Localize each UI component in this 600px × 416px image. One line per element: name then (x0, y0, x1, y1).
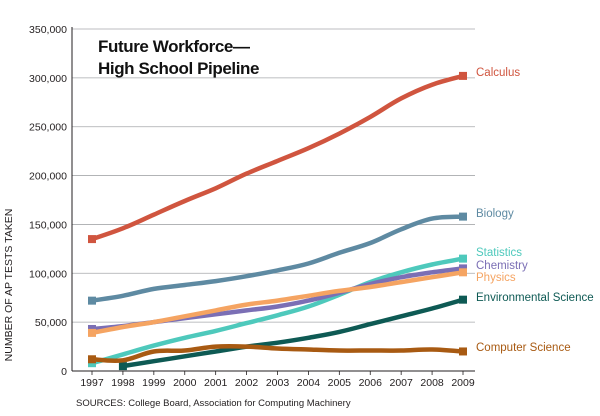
series-lines (88, 71, 467, 371)
x-tick-label: 2001 (204, 377, 228, 389)
series-end-marker-statistics (459, 254, 467, 263)
series-end-marker-physics (459, 268, 467, 277)
series-end-marker-computer-science (459, 347, 467, 356)
series-end-marker-environmental-science (459, 295, 467, 304)
x-tick-label: 2008 (420, 377, 444, 389)
series-line-environmental-science (122, 297, 464, 369)
y-tick-label: 250,000 (29, 122, 67, 134)
series-start-marker-computer-science (88, 355, 96, 364)
x-tick-label: 2005 (328, 377, 352, 389)
x-tick-label: 2004 (297, 377, 321, 389)
series-line-physics (91, 270, 464, 336)
series-start-marker-environmental-science (118, 362, 127, 371)
series-label-chemistry: Chemistry (476, 260, 528, 272)
x-tick-label: 2007 (389, 377, 413, 389)
axes: 0 50,000 100,000 150,000 200,000 250,000 300,0… (29, 24, 475, 389)
y-tick-label: 350,000 (29, 24, 67, 36)
series-end-marker-biology (459, 212, 467, 221)
series-labels: Calculus Biology StatisticsChemistryPhysic… (476, 67, 594, 354)
x-tick-label: 1999 (142, 377, 166, 389)
y-tick-label: 200,000 (29, 171, 67, 183)
y-tick-label: 300,000 (29, 73, 67, 85)
series-end-marker-calculus (459, 71, 467, 80)
x-tick-label: 2006 (359, 377, 383, 389)
series-label-biology: Biology (476, 208, 514, 220)
y-axis-label: NUMBER OF AP TESTS TAKEN (3, 209, 15, 362)
series-label-physics: Physics (476, 272, 516, 284)
y-tick-label: 100,000 (29, 268, 67, 280)
series-start-marker-biology (88, 296, 96, 305)
x-tick-label: 2003 (266, 377, 290, 389)
y-tick-label: 150,000 (29, 219, 67, 231)
source-note: SOURCES: College Board, Association for … (76, 398, 351, 409)
x-tick-label: 2009 (451, 377, 475, 389)
x-tick-label: 2002 (235, 377, 259, 389)
series-label-environmental-science: Environmental Science (476, 292, 594, 304)
x-tick-label: 1997 (80, 377, 104, 389)
chart-title: Future Workforce— (98, 37, 250, 56)
series-start-marker-physics (88, 328, 96, 337)
gridlines (72, 28, 475, 323)
x-tick-label: 1998 (111, 377, 135, 389)
chart-subtitle: High School Pipeline (98, 59, 259, 78)
y-tick-label: 50,000 (35, 317, 67, 329)
series-start-marker-calculus (88, 235, 96, 244)
y-tick-label: 0 (61, 366, 67, 378)
series-label-statistics: Statistics (476, 247, 522, 259)
series-line-computer-science (91, 343, 464, 364)
series-line-statistics (91, 256, 464, 366)
x-tick-label: 2000 (173, 377, 197, 389)
series-line-calculus (91, 73, 464, 242)
series-label-calculus: Calculus (476, 67, 520, 79)
series-label-computer-science: Computer Science (476, 342, 571, 354)
series-line-biology (91, 214, 464, 303)
